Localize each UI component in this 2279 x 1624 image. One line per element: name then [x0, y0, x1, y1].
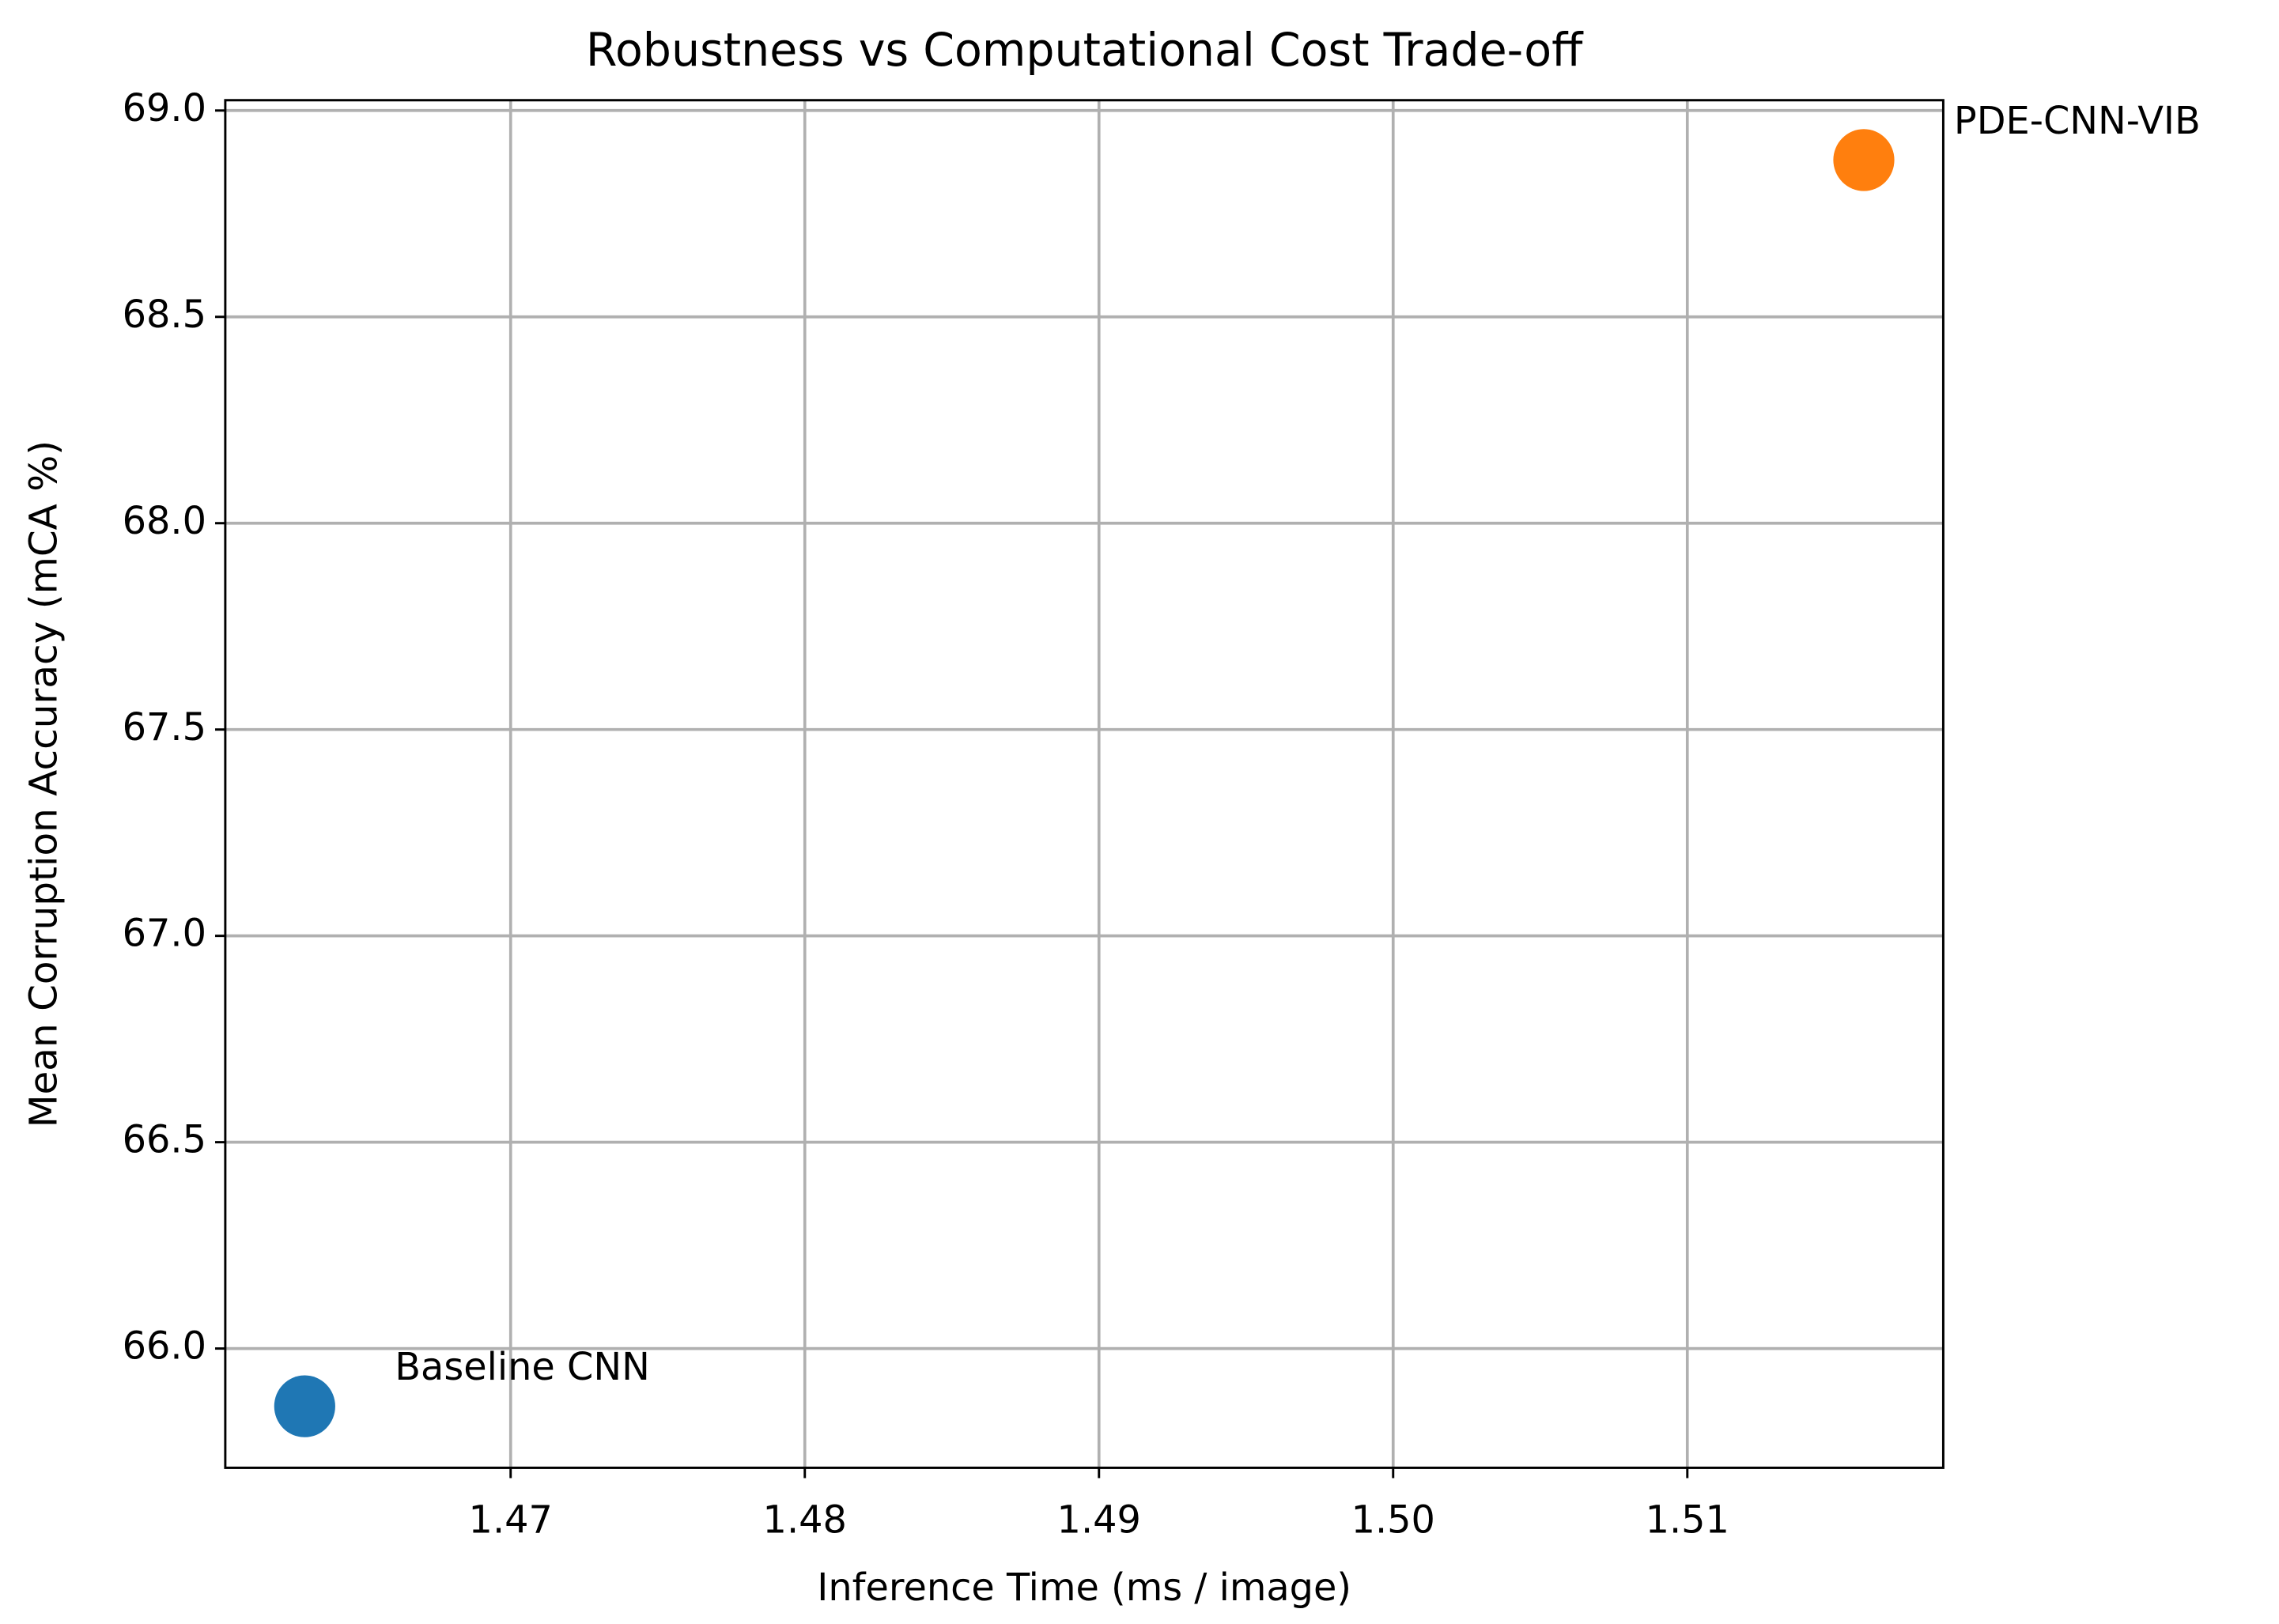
- point-label: PDE-CNN-VIB: [1954, 99, 2201, 143]
- chart-title: Robustness vs Computational Cost Trade-o…: [586, 23, 1584, 76]
- y-axis-label: Mean Corruption Accuracy (mCA %): [22, 440, 66, 1127]
- y-tick-label: 68.0: [123, 499, 206, 543]
- x-tick-label: 1.50: [1351, 1497, 1435, 1542]
- x-axis-label: Inference Time (ms / image): [817, 1565, 1351, 1610]
- y-tick-label: 68.5: [123, 293, 206, 337]
- scatter-point: [274, 1375, 335, 1437]
- y-tick-label: 67.5: [123, 704, 206, 749]
- scatter-point: [1833, 129, 1895, 191]
- y-tick-label: 69.0: [123, 86, 206, 130]
- x-tick-label: 1.51: [1646, 1497, 1729, 1542]
- x-tick-label: 1.49: [1057, 1497, 1141, 1542]
- x-tick-label: 1.48: [763, 1497, 847, 1542]
- y-tick-label: 67.0: [123, 911, 206, 955]
- point-label: Baseline CNN: [395, 1345, 650, 1389]
- plot-frame: [224, 99, 1945, 1469]
- x-tick-label: 1.47: [469, 1497, 553, 1542]
- y-tick-label: 66.5: [123, 1117, 206, 1161]
- y-tick-label: 66.0: [123, 1324, 206, 1368]
